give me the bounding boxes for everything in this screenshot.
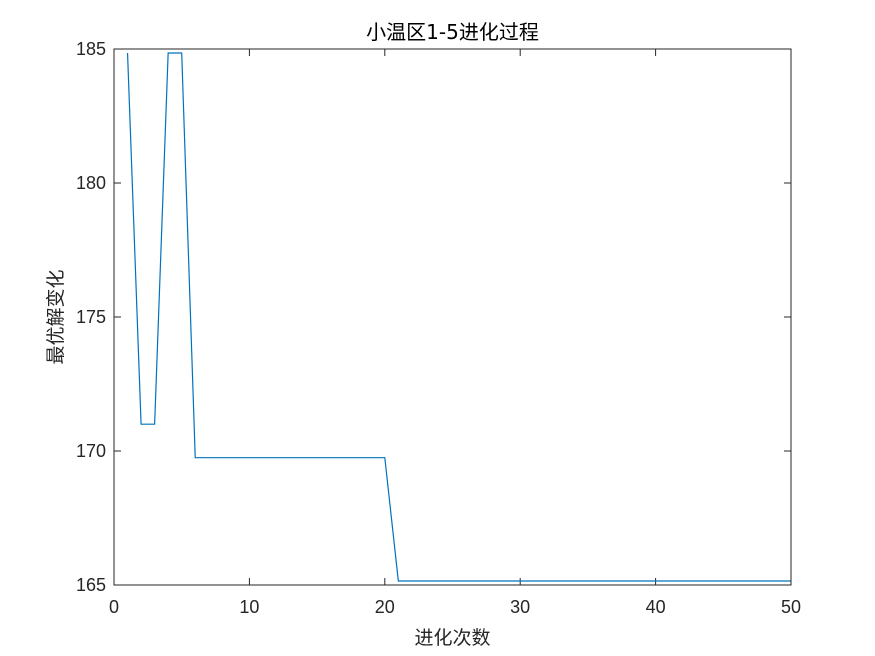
x-tick-label-2: 20 <box>375 597 395 617</box>
x-tick-label-0: 0 <box>109 597 119 617</box>
y-tick-label-0: 165 <box>76 575 106 595</box>
tick-labels: 0 10 20 30 40 50 165 170 175 180 185 <box>76 39 801 617</box>
series-layer <box>126 52 791 582</box>
y-axis-label: 最优解变化 <box>45 269 67 364</box>
y-tick-label-2: 175 <box>76 307 106 327</box>
x-tick-label-4: 40 <box>646 597 666 617</box>
series-line-0 <box>126 52 791 582</box>
plot-area <box>114 49 791 585</box>
y-tick-label-3: 180 <box>76 173 106 193</box>
y-tick-label-4: 185 <box>76 39 106 59</box>
x-tick-label-3: 30 <box>510 597 530 617</box>
x-axis-label: 进化次数 <box>414 627 490 649</box>
y-tick-label-1: 170 <box>76 441 106 461</box>
x-tick-label-1: 10 <box>239 597 259 617</box>
chart-title: 小温区1-5进化过程 <box>366 20 539 44</box>
x-tick-label-5: 50 <box>781 597 801 617</box>
axes-box <box>113 48 792 586</box>
